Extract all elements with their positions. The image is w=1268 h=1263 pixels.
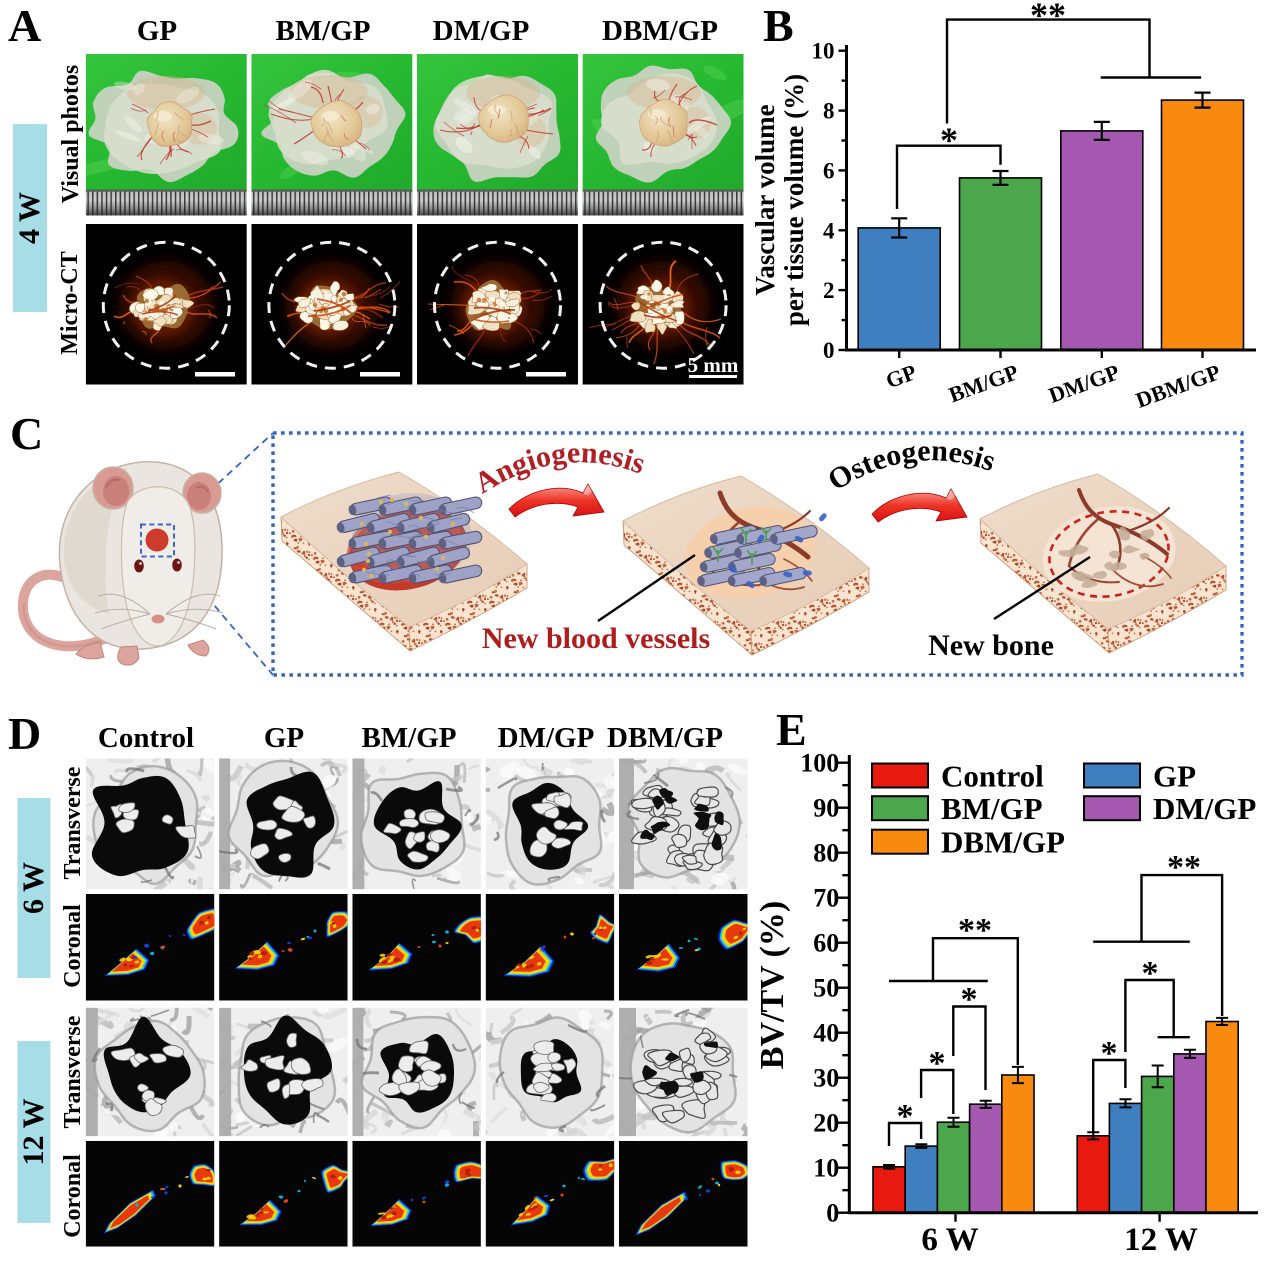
svg-text:100: 100 (800, 749, 839, 778)
svg-text:BM/GP: BM/GP (941, 791, 1043, 826)
svg-text:DBM/GP: DBM/GP (941, 825, 1065, 860)
svg-text:DBM/GP: DBM/GP (1132, 359, 1223, 413)
svg-text:GP: GP (1153, 759, 1196, 794)
svg-text:50: 50 (813, 974, 839, 1003)
svg-text:GP: GP (882, 359, 919, 393)
svg-text:BM/GP: BM/GP (361, 722, 456, 754)
svg-text:E: E (776, 704, 807, 755)
svg-text:Osteogenesis: Osteogenesis (822, 434, 999, 497)
svg-text:GP: GP (137, 15, 177, 47)
svg-text:6 W: 6 W (921, 1222, 978, 1258)
svg-text:0: 0 (826, 1199, 839, 1228)
svg-text:DBM/GP: DBM/GP (607, 722, 723, 754)
svg-text:C: C (10, 408, 43, 459)
svg-text:*: * (897, 1098, 914, 1135)
svg-text:*: * (940, 120, 958, 160)
svg-text:**: ** (958, 912, 992, 949)
svg-text:Control: Control (941, 759, 1044, 794)
svg-text:30: 30 (813, 1064, 839, 1093)
svg-text:Coronal: Coronal (60, 1154, 86, 1238)
svg-text:6: 6 (823, 158, 835, 183)
svg-text:0: 0 (823, 338, 835, 363)
svg-text:**: ** (1167, 849, 1201, 886)
svg-text:DM/GP: DM/GP (1153, 791, 1256, 826)
svg-text:Control: Control (98, 722, 194, 754)
svg-text:*: * (929, 1045, 946, 1082)
svg-text:per tissue volume (%): per tissue volume (%) (779, 74, 809, 326)
svg-text:BV/TV (%): BV/TV (%) (754, 901, 791, 1069)
svg-text:New bone: New bone (928, 629, 1054, 662)
svg-text:2: 2 (823, 278, 835, 303)
svg-text:B: B (763, 0, 794, 51)
svg-text:4 W: 4 W (13, 192, 46, 244)
svg-text:60: 60 (813, 929, 839, 958)
svg-text:4: 4 (823, 218, 835, 243)
svg-text:70: 70 (813, 884, 839, 913)
svg-text:Micro-CT: Micro-CT (57, 251, 83, 355)
svg-text:Coronal: Coronal (60, 904, 86, 988)
svg-text:12 W: 12 W (1124, 1222, 1198, 1258)
svg-text:BM/GP: BM/GP (275, 15, 370, 47)
svg-text:5 mm: 5 mm (688, 353, 739, 377)
svg-text:Visual photos: Visual photos (58, 65, 84, 204)
svg-text:90: 90 (813, 794, 839, 823)
svg-text:*: * (1101, 1035, 1118, 1072)
svg-text:A: A (8, 0, 41, 51)
svg-text:6 W: 6 W (17, 862, 50, 914)
svg-text:8: 8 (823, 99, 835, 124)
svg-text:Vascular volume: Vascular volume (750, 104, 780, 295)
svg-text:DM/GP: DM/GP (433, 15, 530, 47)
svg-text:**: ** (1030, 0, 1066, 35)
svg-text:*: * (961, 981, 978, 1018)
svg-text:10: 10 (813, 1154, 839, 1183)
svg-text:DBM/GP: DBM/GP (602, 15, 718, 47)
svg-text:DM/GP: DM/GP (1045, 359, 1122, 408)
svg-text:BM/GP: BM/GP (945, 359, 1021, 407)
svg-text:Transverse: Transverse (60, 766, 86, 879)
svg-text:40: 40 (813, 1019, 839, 1048)
svg-text:Transverse: Transverse (60, 1015, 86, 1128)
svg-text:20: 20 (813, 1109, 839, 1138)
svg-text:D: D (8, 708, 41, 759)
svg-text:DM/GP: DM/GP (498, 722, 595, 754)
svg-text:*: * (1142, 955, 1159, 992)
svg-text:10: 10 (812, 39, 835, 64)
svg-text:New blood vessels: New blood vessels (482, 622, 710, 655)
svg-text:GP: GP (264, 722, 304, 754)
svg-text:12 W: 12 W (17, 1099, 50, 1166)
svg-text:80: 80 (813, 839, 839, 868)
